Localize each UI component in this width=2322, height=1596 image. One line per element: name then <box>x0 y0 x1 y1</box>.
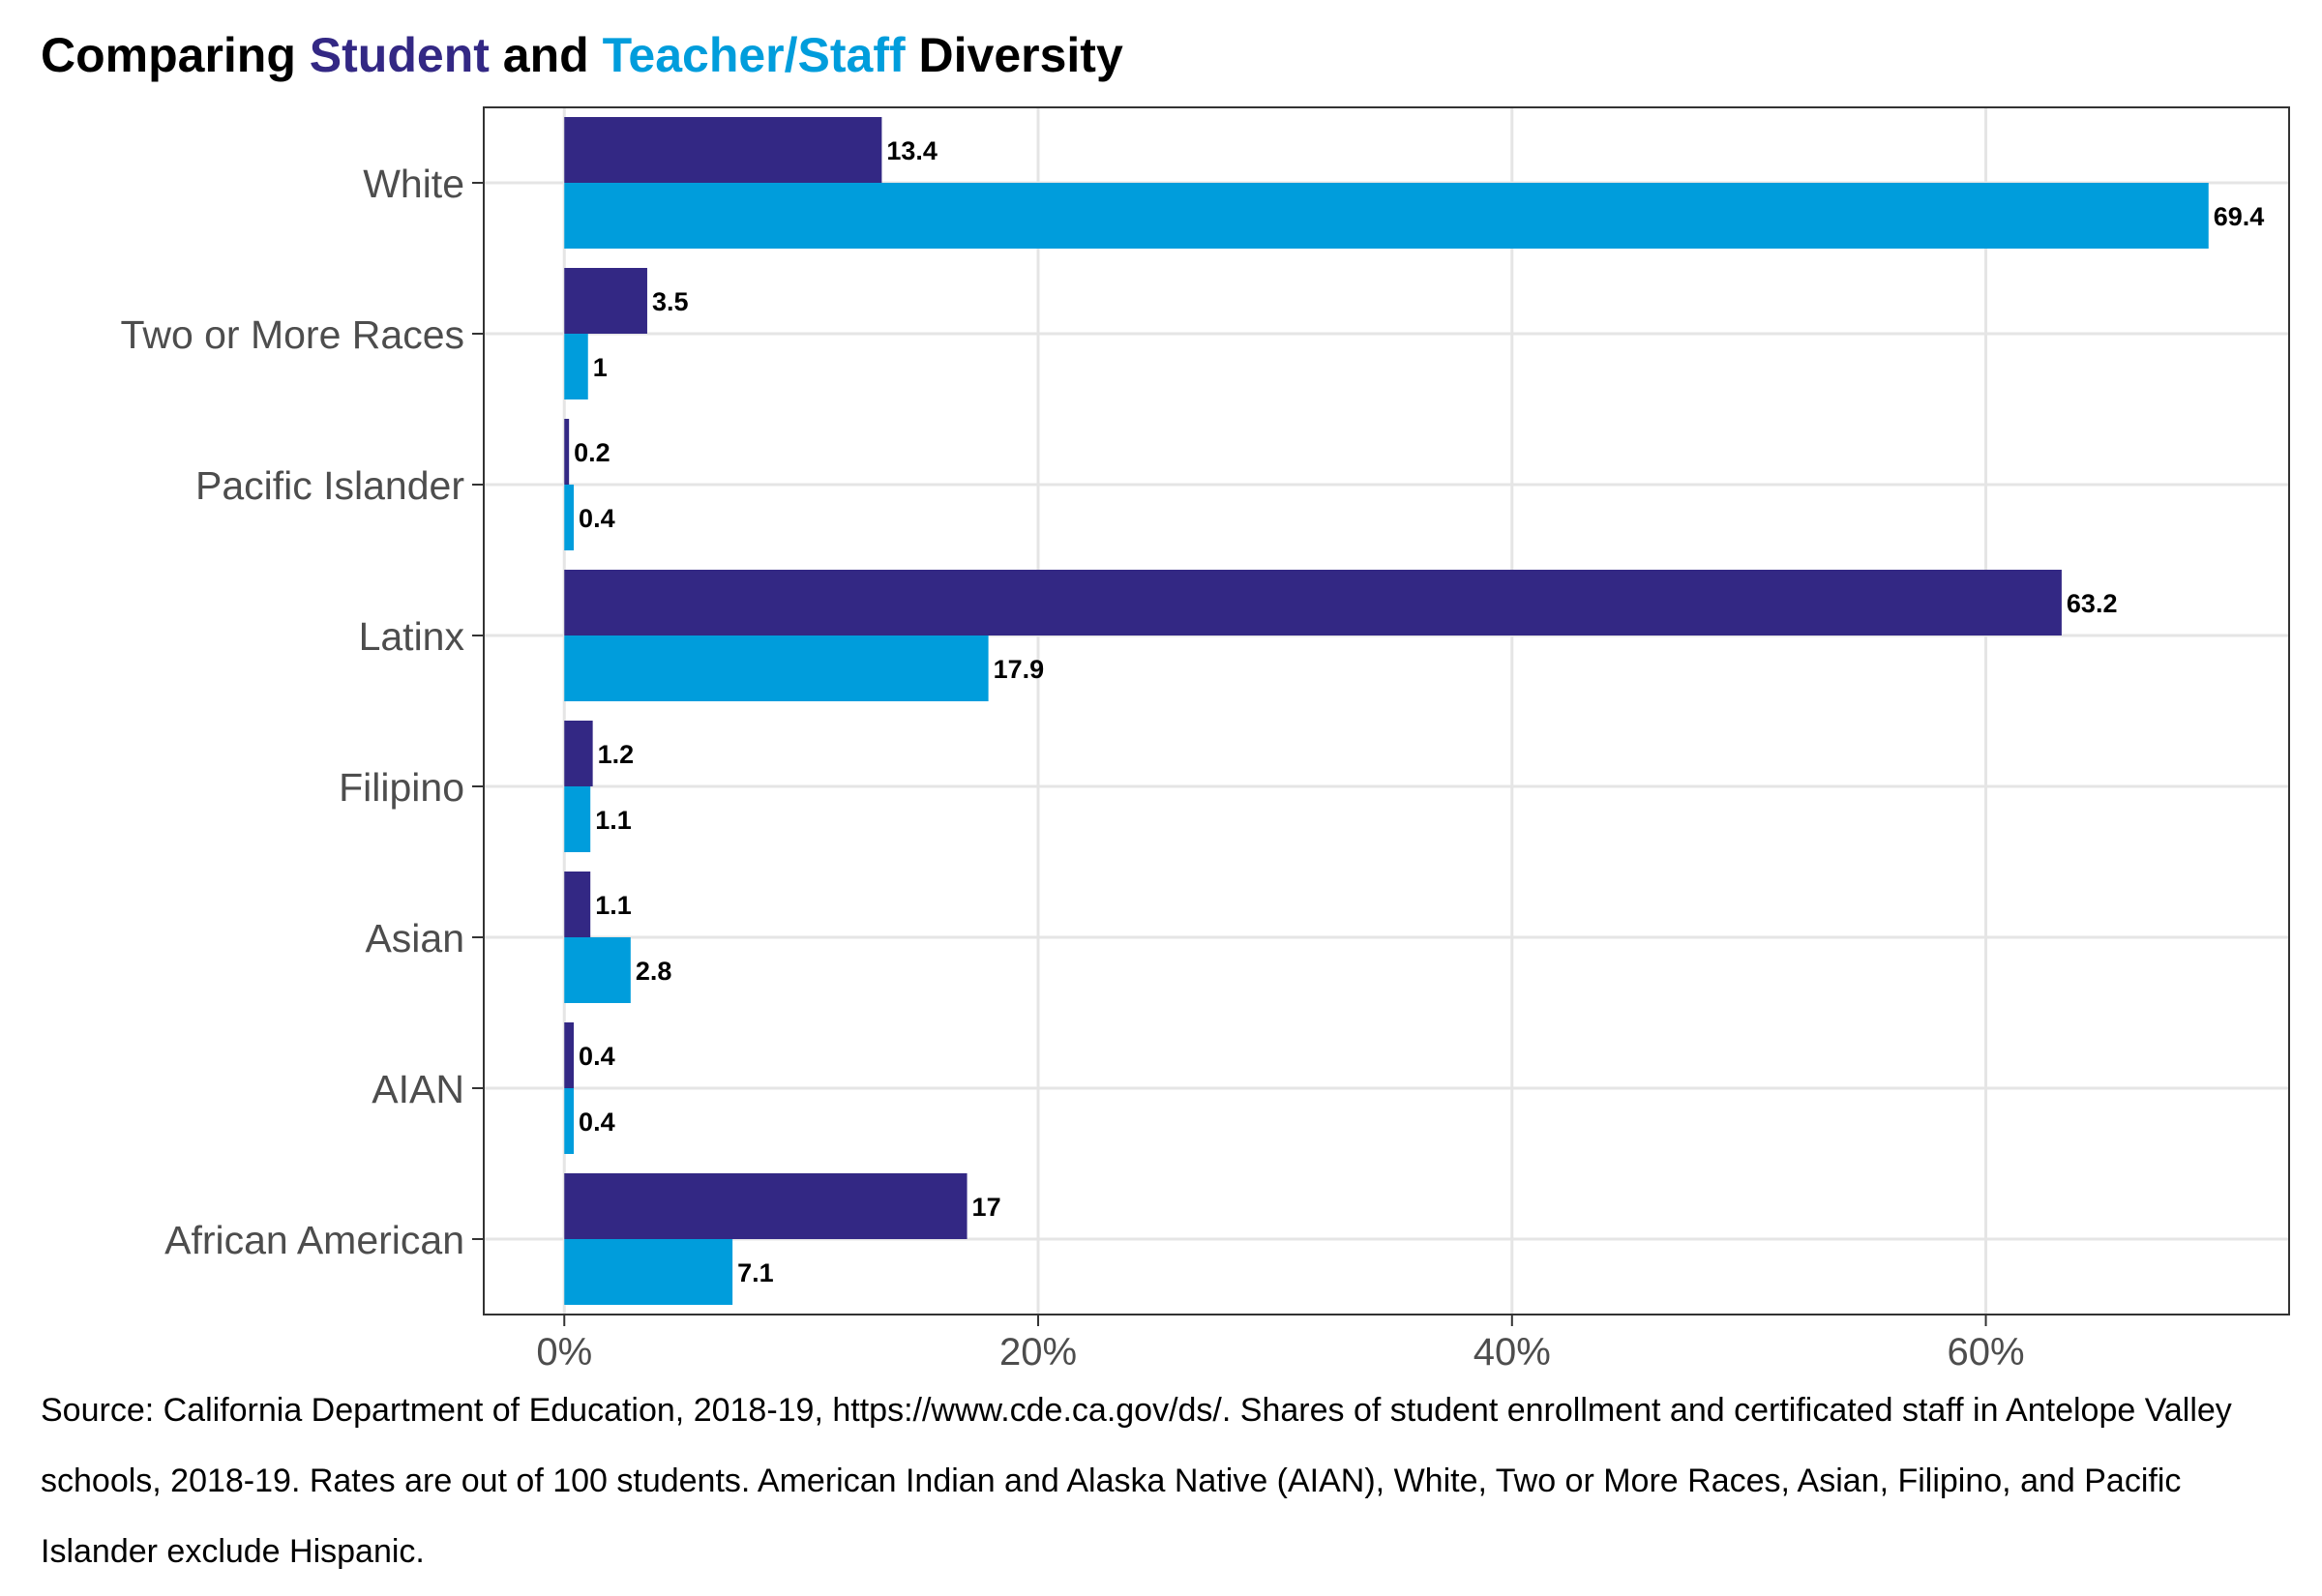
bar-teacher-0 <box>564 183 2208 249</box>
x-tick-label-0: 0% <box>536 1331 592 1374</box>
category-label-7: African American <box>164 1218 464 1262</box>
data-label-student-6: 0.4 <box>579 1042 615 1071</box>
data-label-teacher-2: 0.4 <box>579 504 615 533</box>
bar-student-7 <box>564 1173 967 1239</box>
title-part-2: and <box>490 28 603 82</box>
data-label-student-3: 63.2 <box>2067 589 2118 618</box>
x-tick-label-1: 20% <box>999 1331 1077 1374</box>
x-tick-label-2: 40% <box>1474 1331 1551 1374</box>
category-label-0: White <box>363 162 464 206</box>
title-teacher: Teacher/Staff <box>603 28 906 82</box>
category-label-2: Pacific Islander <box>195 463 464 508</box>
bar-student-1 <box>564 268 647 334</box>
data-label-teacher-3: 17.9 <box>994 655 1045 684</box>
data-label-teacher-1: 1 <box>593 353 608 382</box>
data-label-student-0: 13.4 <box>886 136 938 165</box>
data-label-teacher-5: 2.8 <box>636 957 672 986</box>
data-label-student-2: 0.2 <box>574 438 610 467</box>
data-label-teacher-7: 7.1 <box>737 1258 774 1287</box>
data-label-teacher-4: 1.1 <box>595 806 632 835</box>
category-label-1: Two or More Races <box>121 312 464 357</box>
data-label-student-7: 17 <box>972 1193 1001 1222</box>
bar-student-3 <box>564 570 2062 635</box>
data-label-student-1: 3.5 <box>652 287 689 316</box>
category-label-4: Filipino <box>339 765 464 810</box>
bar-teacher-2 <box>564 485 574 550</box>
category-label-5: Asian <box>365 916 464 961</box>
title-part-3: Diversity <box>906 28 1123 82</box>
plot-border <box>484 107 2289 1315</box>
category-label-3: Latinx <box>359 614 465 659</box>
bar-teacher-1 <box>564 334 587 399</box>
data-label-teacher-6: 0.4 <box>579 1108 615 1137</box>
bar-student-6 <box>564 1022 574 1088</box>
data-label-student-5: 1.1 <box>595 891 632 920</box>
bar-student-0 <box>564 117 881 183</box>
data-label-teacher-0: 69.4 <box>2214 202 2265 231</box>
bar-teacher-6 <box>564 1088 574 1154</box>
title-student: Student <box>310 28 490 82</box>
bar-teacher-4 <box>564 786 590 852</box>
chart-title: Comparing Student and Teacher/Staff Dive… <box>41 27 1123 83</box>
category-label-6: AIAN <box>372 1067 464 1111</box>
data-label-student-4: 1.2 <box>598 740 635 769</box>
source-note: Source: California Department of Educati… <box>41 1375 2285 1587</box>
x-tick-label-3: 60% <box>1948 1331 2025 1374</box>
title-part-1: Comparing <box>41 28 310 82</box>
bar-teacher-5 <box>564 937 631 1003</box>
bar-teacher-3 <box>564 635 988 701</box>
bar-teacher-7 <box>564 1239 732 1305</box>
bar-student-2 <box>564 419 569 485</box>
bar-student-4 <box>564 721 592 786</box>
bar-student-5 <box>564 872 590 937</box>
